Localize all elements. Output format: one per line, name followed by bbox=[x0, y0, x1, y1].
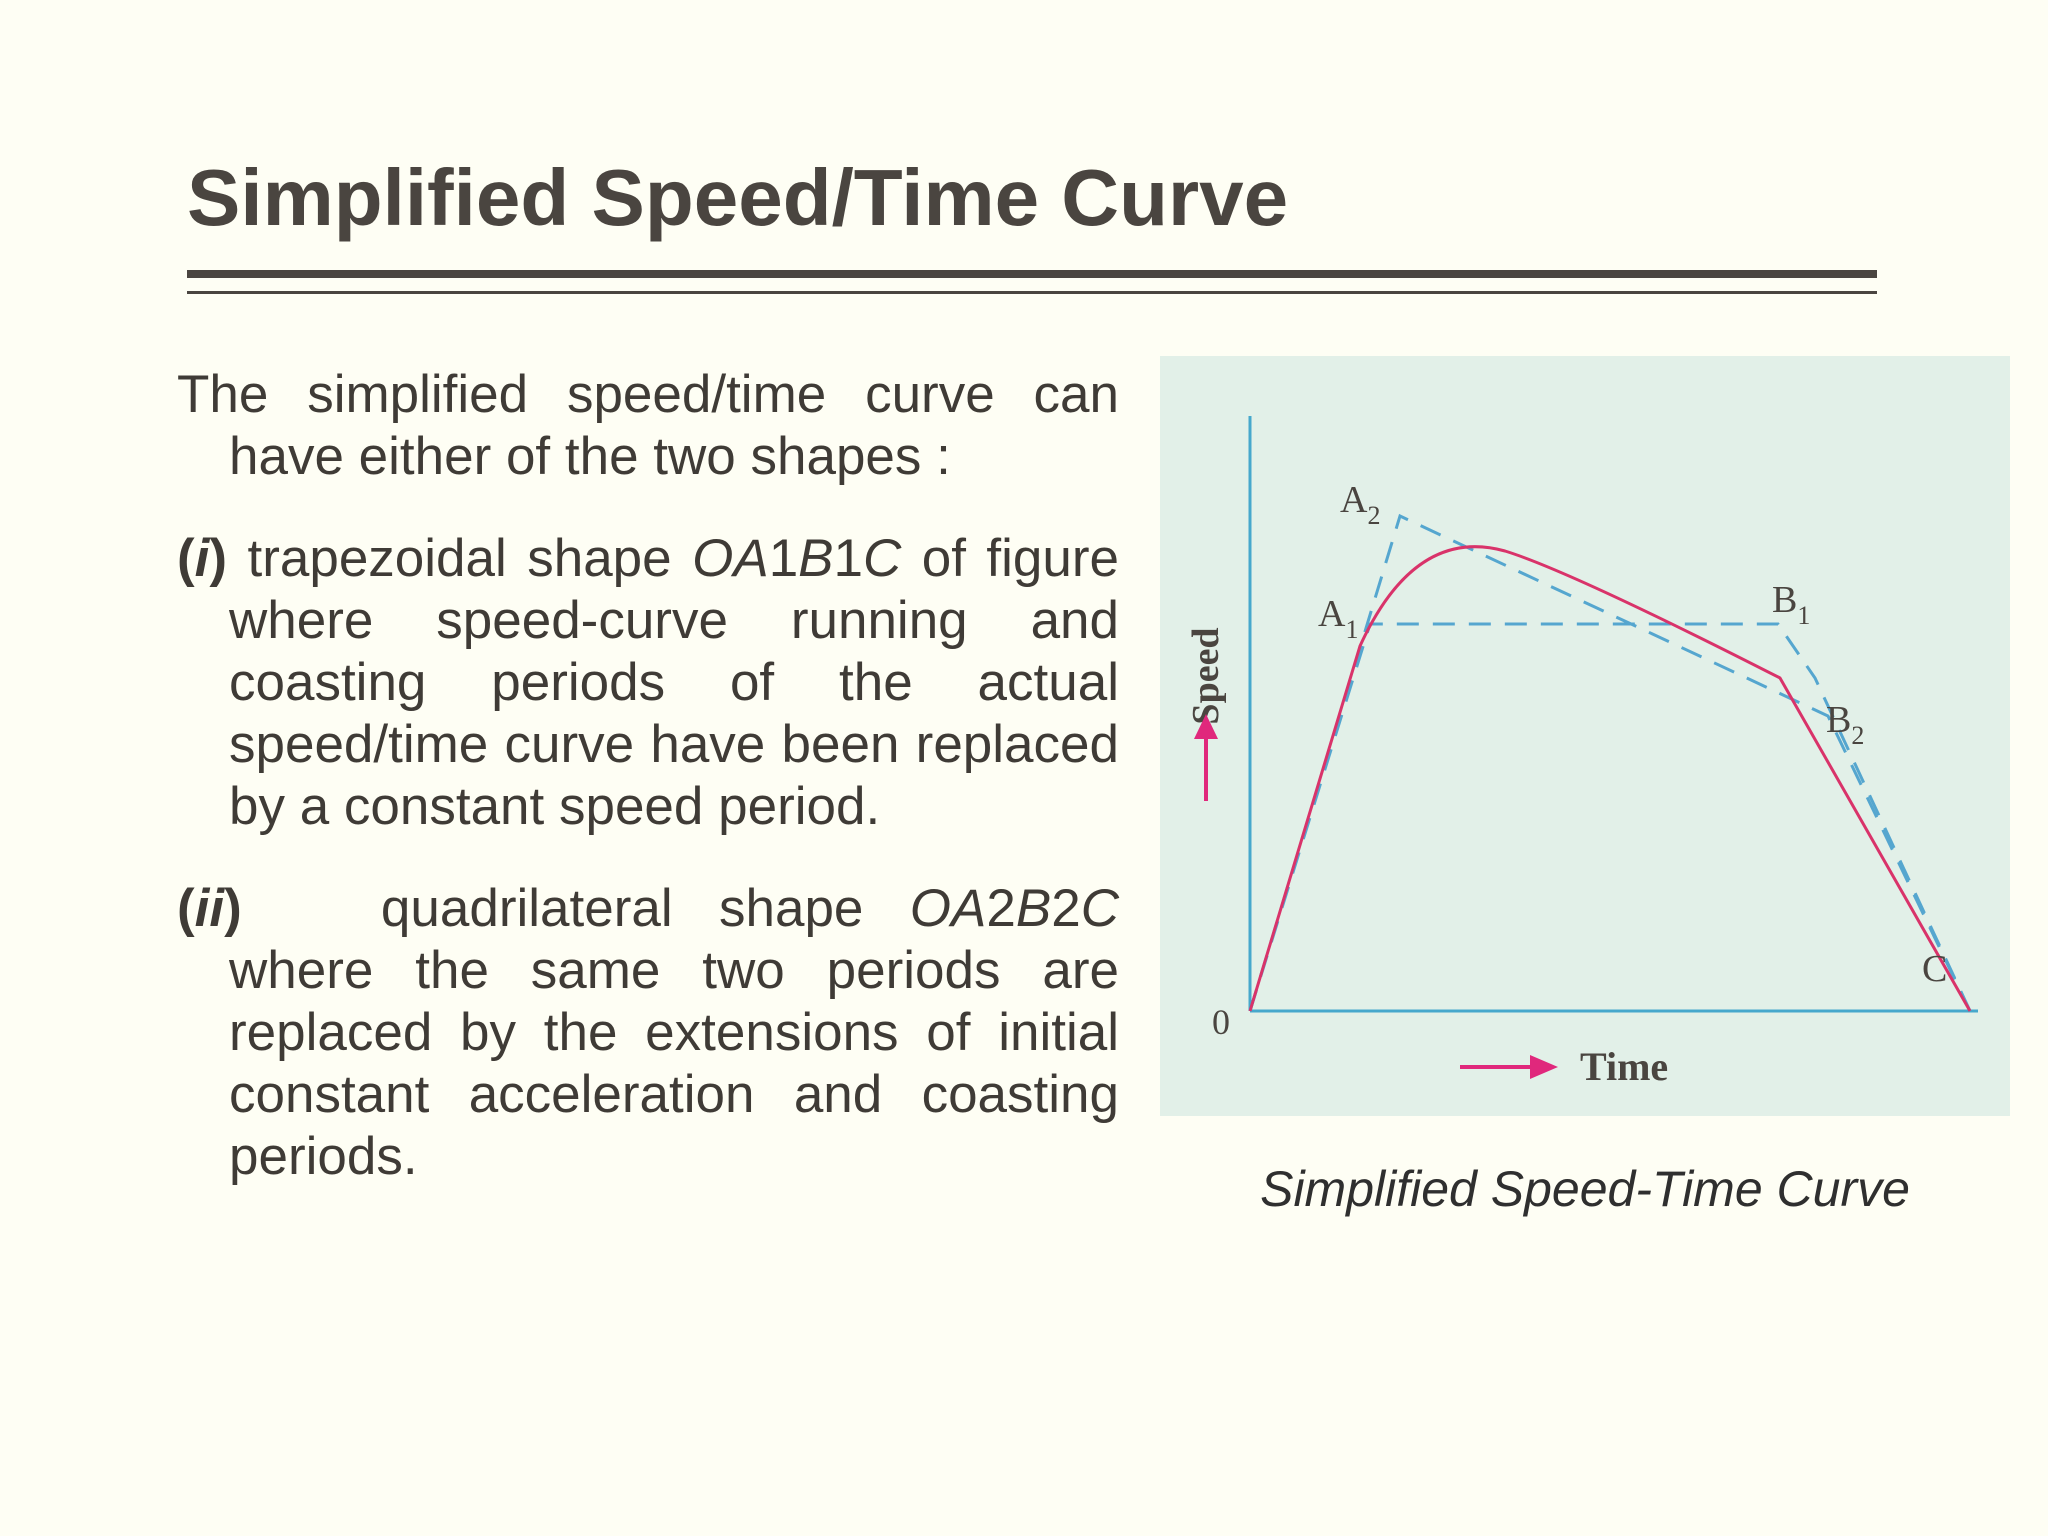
item-marker: (i) bbox=[177, 529, 228, 588]
point-label-a2: A2 bbox=[1340, 479, 1380, 530]
item-description: where the same two periods are replaced … bbox=[229, 941, 1119, 1186]
title-underline-thin bbox=[187, 291, 1877, 294]
intro-paragraph: The simplified speed/time curve can have… bbox=[177, 365, 1119, 486]
item-quadrilateral: (ii) quadrilateral shape OA2B2C where th… bbox=[177, 878, 1119, 1188]
item-lead: trapezoidal shape bbox=[247, 529, 672, 588]
slide-title: Simplified Speed/Time Curve bbox=[187, 153, 1289, 242]
body-text: The simplified speed/time curve can have… bbox=[177, 364, 1119, 1188]
origin-label: 0 bbox=[1212, 1002, 1230, 1042]
item-marker: (ii) bbox=[177, 879, 242, 938]
item-trapezoidal: (i) trapezoidal shape OA1B1C of figure w… bbox=[177, 528, 1119, 838]
trapezoidal-path bbox=[1248, 622, 1972, 1012]
point-label-b2: B2 bbox=[1826, 699, 1864, 750]
item-description: of figure where speed-curve running and … bbox=[229, 529, 1119, 836]
shape-label-oa1b1c: OA1B1C bbox=[692, 529, 902, 588]
point-label-c: C bbox=[1922, 948, 1947, 990]
speed-arrow-icon bbox=[1194, 714, 1218, 739]
point-label-b1: B1 bbox=[1772, 579, 1810, 630]
actual-speed-curve bbox=[1248, 545, 1972, 1012]
speed-time-diagram: A2 A1 B1 B2 C 0 Speed Time bbox=[1185, 416, 1978, 1089]
item-lead: quadrilateral shape bbox=[380, 879, 864, 938]
speed-time-figure: A2 A1 B1 B2 C 0 Speed Time bbox=[1160, 356, 2010, 1116]
title-underline-thick bbox=[187, 270, 1877, 278]
point-label-a1: A1 bbox=[1318, 593, 1358, 644]
figure-caption: Simplified Speed-Time Curve bbox=[1260, 1161, 1910, 1217]
x-axis-label: Time bbox=[1580, 1044, 1668, 1089]
y-axis-label: Speed bbox=[1185, 627, 1227, 724]
quadrilateral-path bbox=[1248, 513, 1972, 1012]
time-arrow-icon bbox=[1530, 1055, 1558, 1079]
shape-label-oa2b2c: OA2B2C bbox=[909, 879, 1119, 938]
